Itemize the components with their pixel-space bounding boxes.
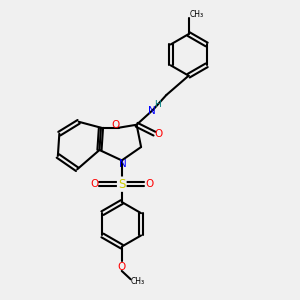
Text: CH₃: CH₃ <box>130 277 144 286</box>
Text: CH₃: CH₃ <box>190 10 204 19</box>
Text: N: N <box>119 159 127 169</box>
Text: O: O <box>90 179 98 189</box>
Text: N: N <box>148 106 155 116</box>
Text: H: H <box>154 100 161 109</box>
Text: O: O <box>118 262 126 272</box>
Text: O: O <box>112 120 120 130</box>
Text: O: O <box>145 179 154 189</box>
Text: S: S <box>118 178 125 191</box>
Text: O: O <box>155 129 163 139</box>
